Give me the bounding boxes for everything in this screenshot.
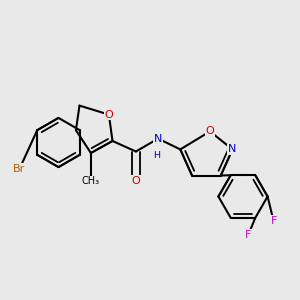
- Text: O: O: [104, 110, 113, 120]
- Text: CH₃: CH₃: [82, 176, 100, 187]
- Text: N: N: [228, 144, 237, 154]
- Text: Br: Br: [14, 164, 26, 174]
- Text: N: N: [154, 134, 162, 144]
- Text: H: H: [153, 151, 160, 160]
- Text: O: O: [206, 126, 214, 136]
- Text: O: O: [131, 176, 140, 186]
- Text: F: F: [270, 216, 277, 226]
- Text: F: F: [245, 230, 252, 240]
